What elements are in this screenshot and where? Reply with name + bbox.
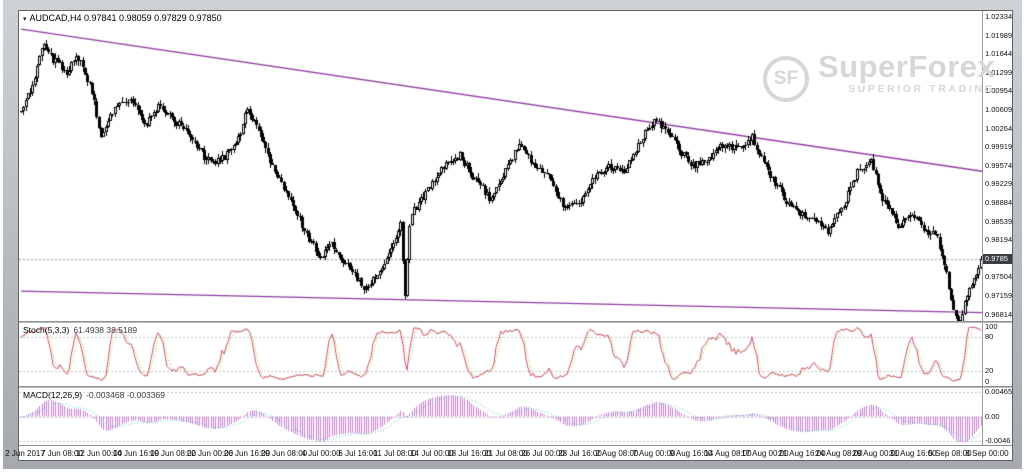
time-axis-label: 12 Jun 00:00	[75, 449, 123, 458]
stochastic-axis-label: 20	[985, 365, 994, 375]
current-price-tag: 0.9785	[983, 253, 1012, 264]
price-axis-label: 0.99229	[985, 179, 1012, 189]
stochastic-axis[interactable]: 100 80 20 0	[982, 323, 1012, 386]
macd-axis-label: -0.0046	[985, 436, 1011, 445]
time-axis-label: 21 Aug 16:00	[778, 449, 826, 458]
time-axis-label: 4 Jul 00:00	[301, 449, 341, 458]
time-axis-label: 17 Aug 00:00	[741, 449, 789, 458]
price-axis-label: 0.96814	[985, 309, 1012, 319]
stochastic-canvas[interactable]	[19, 323, 982, 386]
time-axis-label: 2 Jun 2017	[5, 449, 45, 458]
macd-canvas[interactable]	[19, 388, 982, 445]
time-axis-label: 21 Jul 08:00	[484, 449, 528, 458]
time-axis-label: 14 Jul 00:00	[410, 449, 454, 458]
main-price-pane[interactable]: SF SuperForex SUPERIOR TRADING ▾ AUDCAD,H…	[19, 11, 1012, 321]
macd-axis-label: 0.00465	[985, 388, 1012, 396]
macd-axis[interactable]: 0.00465 0.00 -0.0046	[982, 388, 1012, 445]
superforex-watermark: SF SuperForex SUPERIOR TRADING	[763, 51, 995, 102]
symbol-ohlc-label: AUDCAD,H4 0.97841 0.98059 0.97829 0.9785…	[29, 13, 222, 23]
price-axis-label: 0.99919	[985, 142, 1012, 152]
pane-separator[interactable]	[19, 321, 1012, 323]
time-axis-label: 9 Aug 16:00	[669, 449, 713, 458]
price-axis-label: 0.98539	[985, 216, 1012, 226]
brand-tagline: SUPERIOR TRADING	[848, 83, 996, 95]
price-axis-label: 1.00264	[985, 123, 1012, 133]
time-axis-label: 26 Jun 16:00	[223, 449, 271, 458]
price-axis-label: 1.01989	[985, 30, 1012, 40]
brand-block: SuperForex SUPERIOR TRADING	[818, 51, 995, 102]
time-axis-label: 18 Jul 16:00	[447, 449, 491, 458]
macd-values: -0.003468 -0.003369	[86, 390, 165, 400]
time-axis-label: 29 Aug 00:00	[852, 449, 900, 458]
time-axis[interactable]: 2 Jun 2017 7 Jun 08:00 12 Jun 00:00 14 Jun …	[5, 445, 1012, 460]
time-axis-label: 7 Jun 08:00	[41, 449, 83, 458]
stochastic-axis-label: 0	[985, 377, 990, 386]
superforex-logo-icon: SF	[763, 56, 809, 102]
chart-window: SF SuperForex SUPERIOR TRADING ▾ AUDCAD,H…	[5, 10, 1013, 461]
stochastic-label: Stoch(5,3,3) 61.4938 38.5189	[23, 325, 137, 335]
time-axis-label: 14 Jun 16:00	[112, 449, 160, 458]
time-axis-label: 7 Aug 00:00	[632, 449, 676, 458]
time-axis-label: 8 Sep 00:00	[965, 449, 1009, 458]
price-axis-label: 0.99574	[985, 160, 1012, 170]
logo-letters: SF	[773, 68, 799, 89]
chart-title: ▾ AUDCAD,H4 0.97841 0.98059 0.97829 0.978…	[23, 13, 222, 23]
price-axis-label: 1.00609	[985, 105, 1012, 114]
stochastic-name: Stoch(5,3,3)	[23, 325, 70, 335]
time-axis-label: 29 Jun 08:00	[260, 449, 308, 458]
macd-label: MACD(12,26,9) -0.003468 -0.003369	[23, 390, 165, 400]
time-axis-label: 2 Aug 08:00	[595, 449, 639, 458]
time-axis-label: 14 Aug 08:00	[704, 449, 752, 458]
price-axis-label: 1.01299	[985, 67, 1012, 77]
price-axis-label: 1.02334	[985, 12, 1012, 21]
stochastic-values: 61.4938 38.5189	[73, 325, 138, 335]
time-axis-label: 22 Jun 00:00	[186, 449, 234, 458]
macd-axis-label: 0.00	[985, 411, 1000, 421]
stochastic-axis-label: 80	[985, 332, 994, 342]
time-axis-label: 31 Aug 16:00	[889, 449, 937, 458]
time-axis-label: 28 Jul 16:00	[558, 449, 602, 458]
price-chart-canvas[interactable]	[19, 11, 982, 321]
time-axis-label: 26 Jul 00:00	[521, 449, 565, 458]
time-axis-label: 11 Jul 08:00	[373, 449, 417, 458]
pane-separator[interactable]	[19, 386, 1012, 388]
price-axis-label: 1.01644	[985, 49, 1012, 59]
macd-name: MACD(12,26,9)	[23, 390, 83, 400]
brand-name: SuperForex	[818, 49, 996, 84]
price-axis-label: 1.00954	[985, 86, 1012, 96]
stochastic-pane[interactable]: Stoch(5,3,3) 61.4938 38.5189 100 80 20 0	[19, 323, 1012, 386]
price-axis-label: 0.98194	[985, 235, 1012, 245]
macd-pane[interactable]: MACD(12,26,9) -0.003468 -0.003369 0.00465…	[19, 388, 1012, 445]
stochastic-axis-label: 100	[985, 323, 998, 331]
time-axis-label: 6 Jul 16:00	[338, 449, 378, 458]
time-axis-label: 19 Jun 08:00	[149, 449, 197, 458]
time-axis-label: 24 Aug 08:00	[815, 449, 863, 458]
time-axis-label: 5 Sep 08:00	[928, 449, 972, 458]
price-axis-label: 0.98884	[985, 198, 1012, 207]
price-axis[interactable]: 1.02334 1.01989 1.01644 1.01299 1.00954 1.006…	[982, 11, 1012, 321]
price-axis-label: 0.97504	[985, 272, 1012, 282]
price-axis-label: 0.97159	[985, 291, 1012, 300]
symbol-dropdown-icon[interactable]: ▾	[23, 16, 27, 23]
